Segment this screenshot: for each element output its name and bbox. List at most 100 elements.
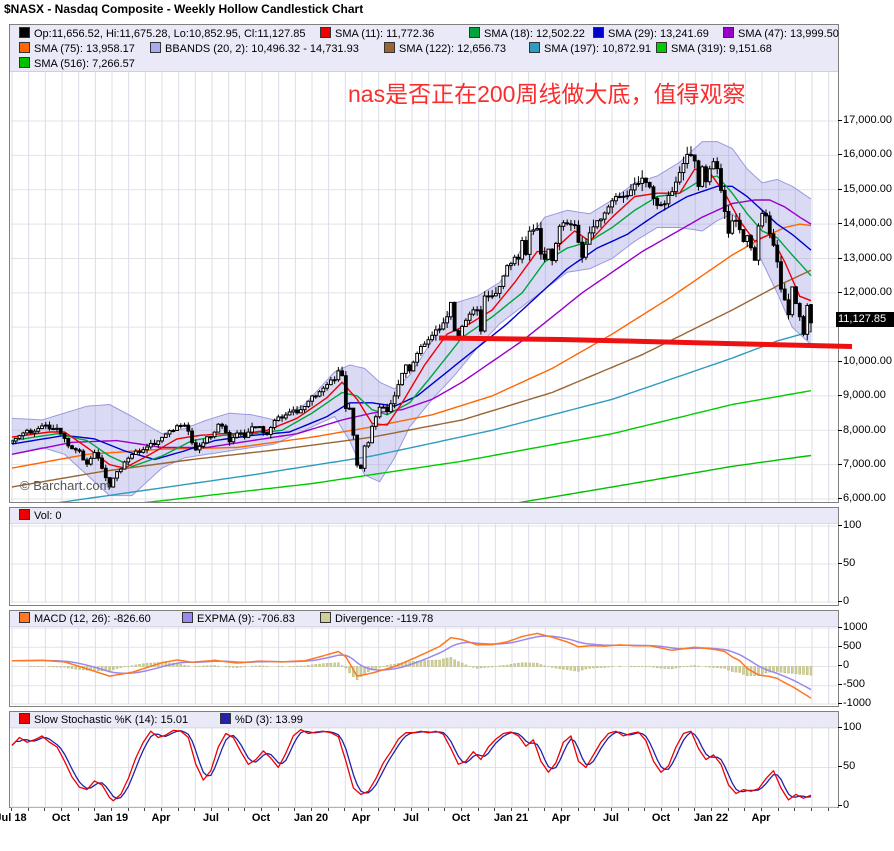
- y-axis-tick: [838, 223, 842, 224]
- main-price-panel: Op:11,656.52, Hi:11,675.28, Lo:10,852.95…: [9, 24, 853, 503]
- legend-label: MACD (12, 26): -826.60: [34, 613, 151, 625]
- legend-label: SMA (197): 10,872.91: [544, 43, 652, 55]
- x-axis-tick: [694, 808, 696, 811]
- legend-item: MACD (12, 26): -826.60: [19, 612, 151, 625]
- y-axis-tick: [838, 805, 842, 806]
- legend-label: %D (3): 13.99: [235, 714, 303, 726]
- x-axis-tick-label: Apr: [351, 812, 371, 824]
- x-axis-tick: [494, 808, 496, 811]
- x-axis-tick-label: Oct: [451, 812, 471, 824]
- legend-swatch-icon: [19, 509, 30, 520]
- legend-label: SMA (319): 9,151.68: [671, 43, 772, 55]
- x-axis-tick: [427, 808, 429, 811]
- y-axis-tick: [838, 684, 842, 685]
- legend-swatch-icon: [220, 713, 231, 724]
- x-axis-tick: [511, 808, 512, 811]
- x-axis-tick: [811, 808, 813, 811]
- legend-label: EXPMA (9): -706.83: [197, 613, 295, 625]
- legend-swatch-icon: [19, 42, 30, 53]
- x-axis-tick-label: Oct: [651, 812, 671, 824]
- y-axis-tick-label: 6,000.00: [843, 492, 886, 504]
- y-axis-tick-label: 50: [843, 760, 856, 772]
- stochastic-plot: [11, 727, 837, 808]
- user-annotation-text: nas是否正在200周线做大底，值得观察: [348, 81, 746, 107]
- y-axis-tick-label: 500: [843, 640, 862, 652]
- y-axis-tick-label: 16,000.00: [843, 148, 892, 160]
- x-axis-tick: [344, 808, 346, 811]
- y-axis-tick-label: 0: [843, 799, 850, 811]
- legend-label: Divergence: -119.78: [335, 613, 434, 625]
- x-axis-tick: [677, 808, 679, 811]
- y-axis-tick: [838, 154, 842, 155]
- x-axis-tick: [794, 808, 796, 811]
- stochastic-panel: Slow Stochastic %K (14): 15.01 %D (3): 13…: [9, 711, 839, 808]
- legend-label: SMA (11): 11,772.36: [335, 28, 435, 40]
- legend-swatch-icon: [593, 27, 604, 38]
- x-axis-tick: [227, 808, 229, 811]
- y-axis-tick: [838, 189, 842, 190]
- x-axis-tick: [611, 808, 612, 811]
- x-axis-tick: [711, 808, 712, 811]
- legend-item: SMA (122): 12,656.73: [384, 42, 506, 56]
- x-axis-tick: [477, 808, 479, 811]
- x-axis-tick-label: Jul: [203, 812, 219, 824]
- legend-item: %D (3): 13.99: [220, 713, 303, 726]
- x-axis-tick: [277, 808, 279, 811]
- legend-label: Op:11,656.52, Hi:11,675.28, Lo:10,852.95…: [34, 28, 306, 40]
- x-axis-tick: [194, 808, 196, 811]
- x-axis-tick-label: Oct: [251, 812, 271, 824]
- x-axis-tick: [111, 808, 112, 811]
- y-axis-tick-label: 17,000.00: [843, 114, 892, 126]
- x-axis-tick: [777, 808, 779, 811]
- macd-panel: MACD (12, 26): -826.60 EXPMA (9): -706.83…: [9, 610, 839, 707]
- x-axis-tick: [244, 808, 246, 811]
- x-axis-tick: [727, 808, 729, 811]
- last-price-label: 11,127.85: [836, 312, 894, 327]
- legend-label: Slow Stochastic %K (14): 15.01: [34, 714, 189, 726]
- y-axis-tick-label: 0: [843, 659, 850, 671]
- x-axis-tick-label: Oct: [51, 812, 71, 824]
- y-axis-tick: [838, 361, 842, 362]
- barchart-watermark: © Barchart.com: [20, 478, 111, 493]
- legend-swatch-icon: [320, 27, 331, 38]
- x-axis-tick-label: Apr: [551, 812, 571, 824]
- y-axis-tick-label: 9,000.00: [843, 389, 886, 401]
- x-axis-tick: [461, 808, 462, 811]
- x-axis-tick: [411, 808, 412, 811]
- x-axis-tick: [261, 808, 262, 811]
- x-axis-tick-label: Jan 21: [493, 812, 529, 824]
- y-axis-tick: [838, 258, 842, 259]
- x-axis-tick: [444, 808, 446, 811]
- y-axis-tick-label: 1000: [843, 621, 868, 633]
- x-axis-tick: [527, 808, 529, 811]
- chart-title: $NASX - Nasdaq Composite - Weekly Hollow…: [4, 2, 364, 16]
- x-axis-tick-label: Jan 22: [693, 812, 729, 824]
- x-axis-tick: [761, 808, 762, 811]
- y-axis-tick-label: 0: [843, 595, 850, 607]
- y-axis-tick: [838, 563, 842, 564]
- legend-swatch-icon: [150, 42, 161, 53]
- x-axis-tick: [744, 808, 746, 811]
- y-axis-tick-label: 13,000.00: [843, 252, 892, 264]
- y-axis-tick: [838, 395, 842, 396]
- x-axis-tick: [661, 808, 662, 811]
- legend-item: SMA (47): 13,999.50: [723, 27, 839, 41]
- legend-item: SMA (516): 7,266.57: [19, 57, 135, 71]
- price-chart-plot: [11, 72, 853, 502]
- y-axis-tick: [838, 627, 842, 628]
- y-axis-tick: [838, 665, 842, 666]
- legend-item: SMA (197): 10,872.91: [529, 42, 651, 56]
- legend-label: SMA (18): 12,502.22: [484, 28, 585, 40]
- x-axis-tick: [144, 808, 146, 811]
- legend-label: Vol: 0: [34, 510, 62, 522]
- x-axis-tick: [594, 808, 596, 811]
- x-axis-tick-label: Jan 19: [93, 812, 129, 824]
- legend-item: SMA (319): 9,151.68: [656, 42, 772, 56]
- legend-item: EXPMA (9): -706.83: [182, 612, 295, 625]
- y-axis-tick-label: 15,000.00: [843, 183, 892, 195]
- x-axis-tick-label: Jul 18: [0, 812, 27, 824]
- legend-item: SMA (29): 13,241.69: [593, 27, 709, 41]
- x-axis-tick: [311, 808, 312, 811]
- legend-swatch-icon: [19, 612, 30, 623]
